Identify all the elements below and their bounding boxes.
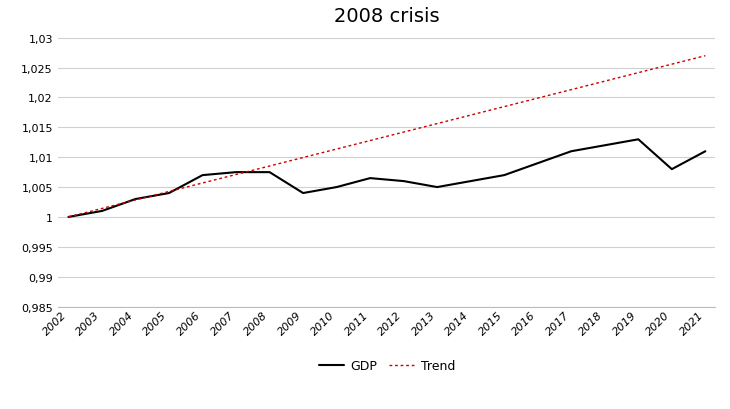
- GDP: [433, 185, 442, 190]
- GDP: [399, 179, 408, 184]
- GDP: [534, 161, 542, 166]
- GDP: [500, 173, 509, 178]
- GDP: [131, 197, 140, 202]
- GDP: [600, 144, 609, 148]
- GDP: [567, 149, 576, 154]
- GDP: [299, 191, 307, 196]
- Line: GDP: GDP: [69, 140, 705, 218]
- GDP: [231, 170, 240, 175]
- GDP: [667, 167, 676, 172]
- GDP: [165, 191, 174, 196]
- GDP: [64, 215, 73, 220]
- GDP: [198, 173, 207, 178]
- GDP: [634, 137, 642, 142]
- Legend: GDP, Trend: GDP, Trend: [314, 354, 460, 377]
- GDP: [701, 149, 710, 154]
- GDP: [98, 209, 107, 214]
- GDP: [466, 179, 475, 184]
- GDP: [332, 185, 341, 190]
- GDP: [265, 170, 274, 175]
- Title: 2008 crisis: 2008 crisis: [334, 7, 439, 26]
- GDP: [366, 176, 374, 181]
